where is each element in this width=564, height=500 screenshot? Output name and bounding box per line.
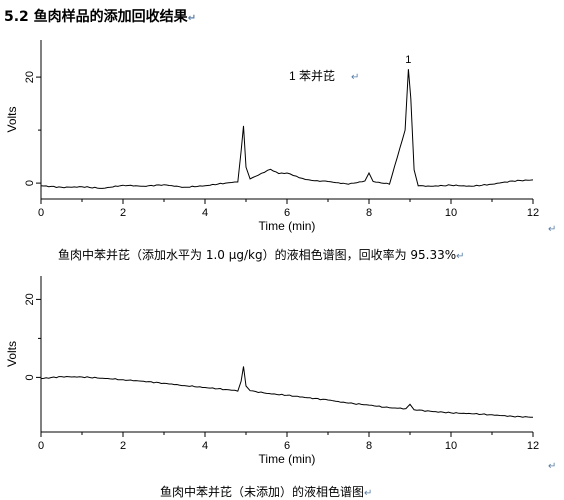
return-mark-icon: ↵ <box>364 488 373 499</box>
x-tick-label: 0 <box>38 207 44 219</box>
x-tick-label: 8 <box>366 440 372 452</box>
return-mark-icon: ↵ <box>187 13 197 24</box>
caption-blank: 鱼肉中苯并芘（未添加）的液相色谱图↵ <box>160 485 373 499</box>
x-tick-label: 12 <box>527 440 539 452</box>
x-axis-label: Time (min) <box>259 219 316 233</box>
return-mark-icon: ↵ <box>548 224 557 235</box>
x-tick-label: 2 <box>120 440 126 452</box>
caption-spiked: 鱼肉中苯并芘（添加水平为 1.0 μg/kg）的液相色谱图，回收率为 95.33… <box>58 248 465 262</box>
x-tick-label: 12 <box>527 207 539 219</box>
x-tick-label: 2 <box>120 207 126 219</box>
x-axis-label: Time (min) <box>259 452 316 466</box>
x-tick-label: 4 <box>202 440 208 452</box>
y-axis-label: Volts <box>5 341 19 367</box>
series-line <box>40 366 533 418</box>
y-tick-label: 20 <box>24 293 36 305</box>
x-tick-label: 8 <box>366 207 372 219</box>
x-tick-label: 0 <box>38 440 44 452</box>
y-axis-label: Volts <box>5 106 19 132</box>
series-line <box>40 69 534 189</box>
return-mark-icon: ↵ <box>548 461 557 472</box>
x-tick-label: 6 <box>284 207 290 219</box>
return-mark-icon: ↵ <box>456 251 465 262</box>
return-mark-icon: ↵ <box>351 72 359 83</box>
peak-label: 1 <box>405 54 411 66</box>
x-tick-label: 4 <box>202 207 208 219</box>
page-heading: 5.2 鱼肉样品的添加回收结果↵ <box>4 9 197 25</box>
y-tick-label: 20 <box>24 71 36 83</box>
x-tick-label: 10 <box>445 207 457 219</box>
x-tick-label: 10 <box>445 440 457 452</box>
y-tick-label: 0 <box>24 180 36 186</box>
y-tick-label: 0 <box>24 374 36 380</box>
peak-annotation: 1 苯并芘 <box>289 68 335 83</box>
x-tick-label: 6 <box>284 440 290 452</box>
